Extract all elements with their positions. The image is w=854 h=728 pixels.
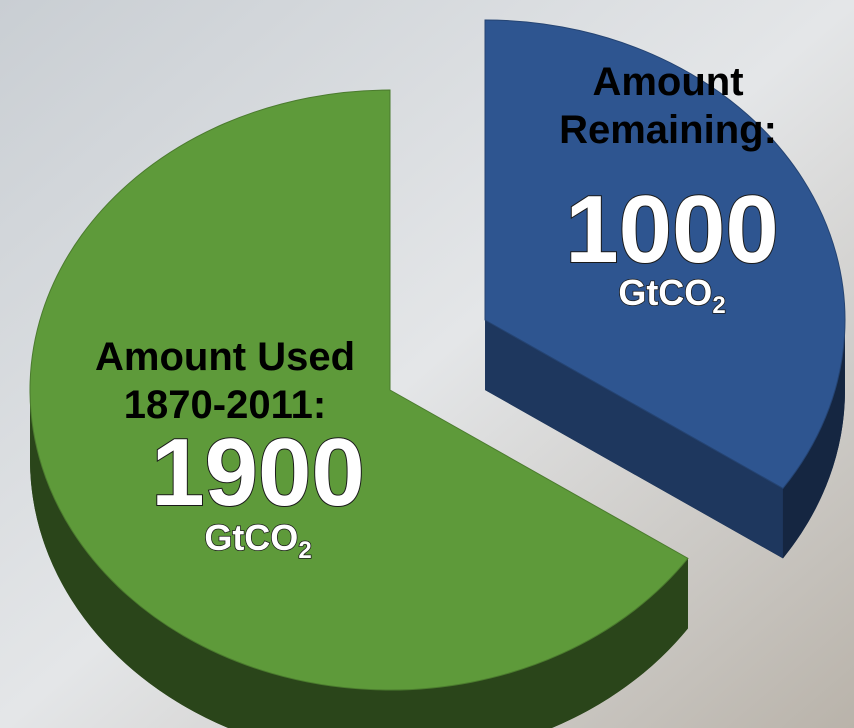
page: Amount Used1870-2011:1900GtCO2AmountRema…	[0, 0, 854, 728]
value-label: 1000	[565, 176, 779, 283]
unit-text: GtCO	[204, 517, 298, 558]
unit-label: GtCO2	[618, 272, 725, 319]
slice-label: Amount Used	[95, 335, 355, 379]
value-label: 1900	[151, 419, 365, 526]
unit-text: GtCO	[618, 272, 712, 313]
unit-subscript: 2	[298, 537, 311, 564]
unit-subscript: 2	[712, 292, 725, 319]
slice-label: Remaining:	[559, 108, 777, 152]
unit-label: GtCO2	[204, 517, 311, 564]
slice-label: Amount	[592, 60, 743, 104]
chart: Amount Used1870-2011:1900GtCO2AmountRema…	[0, 0, 854, 728]
